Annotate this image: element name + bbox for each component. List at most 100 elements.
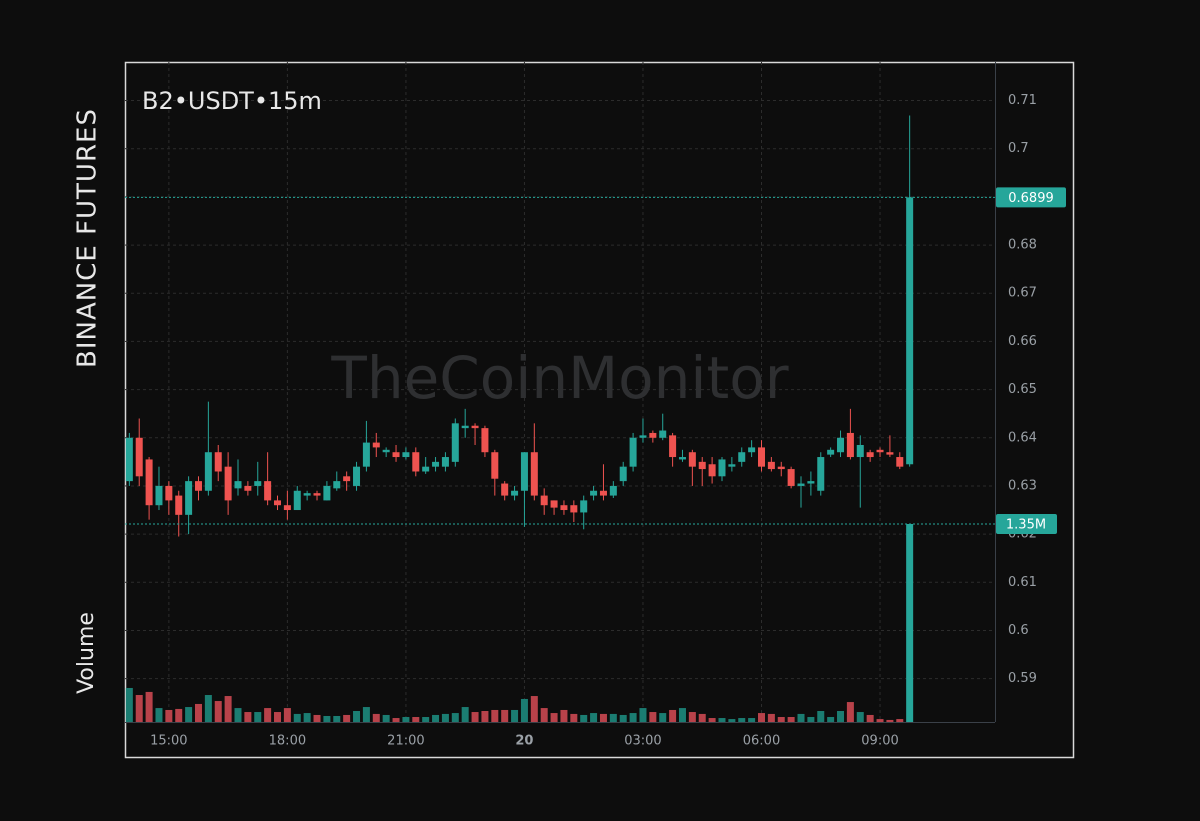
candle-body (254, 481, 262, 486)
y-tick-label: 0.59 (1008, 671, 1037, 686)
volume-bar (135, 695, 143, 722)
candle-body (896, 457, 904, 467)
candle-body (807, 481, 815, 484)
candle-body (481, 428, 489, 453)
candle-body (550, 500, 558, 508)
volume-bar (669, 709, 677, 722)
volume-bar (323, 715, 331, 722)
candle-body (876, 449, 884, 453)
volume-bar (609, 713, 617, 722)
volume-bar (896, 719, 904, 722)
volume-bar (876, 719, 884, 722)
candle-body (372, 442, 380, 448)
candle-body (412, 452, 420, 472)
candle-body (422, 466, 430, 472)
candle-body (491, 452, 499, 479)
volume-bar (382, 714, 390, 722)
candle-body (224, 466, 232, 501)
candle-body (560, 505, 568, 511)
volume-bar (886, 719, 894, 722)
y-tick-label: 0.68 (1008, 238, 1037, 253)
volume-bar (412, 717, 420, 722)
candle-body (303, 493, 311, 496)
volume-bar (264, 708, 272, 722)
volume-bar (728, 719, 736, 722)
volume-bar (846, 702, 854, 722)
volume-bar (599, 713, 607, 722)
candle-body (738, 452, 746, 462)
exchange-label: BINANCE FUTURES (73, 108, 103, 368)
candle-body (402, 452, 410, 458)
candle-body (748, 447, 756, 453)
volume-bar (688, 712, 696, 722)
x-tick-label: 09:00 (861, 734, 898, 749)
volume-bar (175, 708, 183, 722)
candle-body (886, 452, 894, 455)
volume-bar (866, 714, 874, 722)
volume-bar (757, 713, 765, 722)
candle-body (530, 452, 538, 496)
candle-body (511, 490, 519, 496)
volume-bar (678, 708, 686, 722)
volume-bar (797, 713, 805, 722)
candle-body (313, 493, 321, 496)
volume-bar (520, 698, 528, 722)
volume-bar (313, 714, 321, 722)
candle-body (698, 461, 706, 470)
x-tick-label: 06:00 (743, 734, 780, 749)
volume-bar (787, 717, 795, 722)
candle-body (343, 476, 351, 482)
y-tick-label: 0.67 (1008, 286, 1037, 301)
volume-bar (185, 707, 193, 722)
volume-bar (234, 708, 242, 722)
volume-bar (708, 718, 716, 722)
volume-bar (441, 713, 449, 722)
candle-body (906, 197, 914, 465)
volume-bar (837, 711, 845, 722)
volume-bar (451, 713, 459, 722)
volume-bar (767, 713, 775, 722)
candle-body (718, 459, 726, 477)
volume-bar (560, 709, 568, 722)
volume-bar (204, 695, 212, 722)
candle-body (244, 485, 252, 491)
x-tick-label: 21:00 (387, 734, 424, 749)
volume-bar (244, 712, 252, 722)
y-tick-label: 0.61 (1008, 575, 1037, 590)
volume-bar (807, 717, 815, 722)
y-tick-label: 0.6 (1008, 623, 1029, 638)
y-tick-label: 0.7 (1008, 141, 1029, 156)
volume-bar (461, 707, 469, 722)
volume-bar (856, 712, 864, 722)
candle-body (234, 481, 242, 489)
candle-body (175, 495, 183, 515)
candle-body (757, 447, 765, 467)
candle-body (432, 461, 440, 467)
candle-body (165, 485, 173, 501)
volume-bar (274, 712, 282, 722)
candle-body (827, 449, 835, 455)
volume-bar (392, 718, 400, 722)
volume-bar (224, 696, 232, 722)
volume-bar (372, 713, 380, 722)
volume-bar (777, 717, 785, 722)
candle-body (590, 490, 598, 496)
volume-bar (145, 691, 153, 722)
volume-bar (659, 713, 667, 722)
volume-bar (748, 718, 756, 722)
y-tick-label: 0.65 (1008, 382, 1037, 397)
candle-body (619, 466, 627, 482)
candle-body (194, 481, 202, 491)
volume-bar (155, 708, 163, 722)
candle-body (639, 435, 647, 438)
candle-body (767, 461, 775, 470)
volume-bar (283, 708, 291, 722)
volume-bar (333, 715, 341, 722)
candle-body (540, 495, 548, 506)
y-tick-label: 0.71 (1008, 93, 1037, 108)
candle-body (797, 483, 805, 486)
candle-body (777, 466, 785, 470)
candle-body (520, 452, 528, 491)
